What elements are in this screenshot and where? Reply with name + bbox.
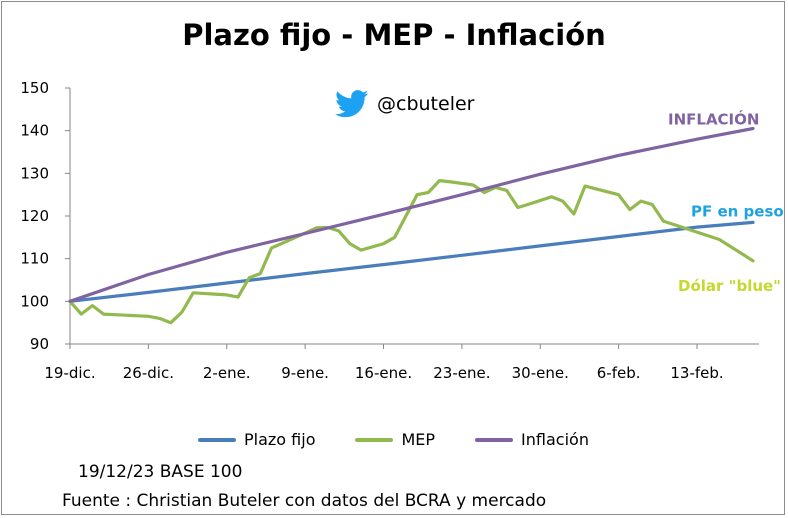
legend-swatch [475, 437, 514, 442]
y-tick-label: 100 [20, 292, 49, 310]
twitter-credit: @cbuteler [335, 90, 474, 118]
x-tick-label: 9-ene. [281, 364, 329, 382]
x-tick-label: 2-ene. [203, 364, 251, 382]
y-tick-label: 90 [30, 335, 49, 353]
legend-label: MEP [401, 430, 436, 449]
legend-item-inflacion: Inflación [475, 430, 589, 449]
x-tick-label: 19-dic. [44, 364, 95, 382]
y-tick-label: 130 [20, 164, 49, 182]
twitter-bird-icon [335, 90, 369, 118]
y-tick-label: 110 [20, 250, 49, 268]
chart-title: Plazo fijo - MEP - Inflación [182, 18, 606, 52]
twitter-handle: @cbuteler [377, 93, 475, 115]
legend-swatch [355, 437, 394, 442]
series-line-inflaci-n [68, 126, 755, 303]
legend: Plazo fijo MEP Inflación [198, 430, 629, 449]
x-tick-label: 16-ene. [355, 364, 412, 382]
series-annotation: INFLACIÓN [668, 110, 759, 129]
series-annotation: PF en peso [691, 202, 784, 220]
legend-label: Plazo fijo [244, 430, 316, 449]
base-note: 19/12/23 BASE 100 [78, 462, 243, 482]
x-tick-label: 23-ene. [433, 364, 490, 382]
x-tick-label: 6-feb. [597, 364, 641, 382]
series-line-plazo-fijo [68, 220, 755, 303]
legend-item-plazo-fijo: Plazo fijo [198, 430, 315, 449]
x-tick-label: 26-dic. [123, 364, 174, 382]
legend-label: Inflación [521, 430, 589, 449]
y-tick-label: 140 [20, 122, 49, 140]
source-note: Fuente : Christian Buteler con datos del… [62, 491, 547, 511]
legend-swatch [198, 437, 236, 442]
x-tick-label: 13-feb. [670, 364, 723, 382]
y-tick-label: 150 [20, 79, 49, 97]
series-annotation: Dólar "blue" [678, 277, 781, 295]
legend-item-mep: MEP [355, 430, 435, 449]
series-line-mep [68, 179, 755, 325]
x-tick-label: 30-ene. [512, 364, 569, 382]
y-tick-label: 120 [20, 207, 49, 225]
